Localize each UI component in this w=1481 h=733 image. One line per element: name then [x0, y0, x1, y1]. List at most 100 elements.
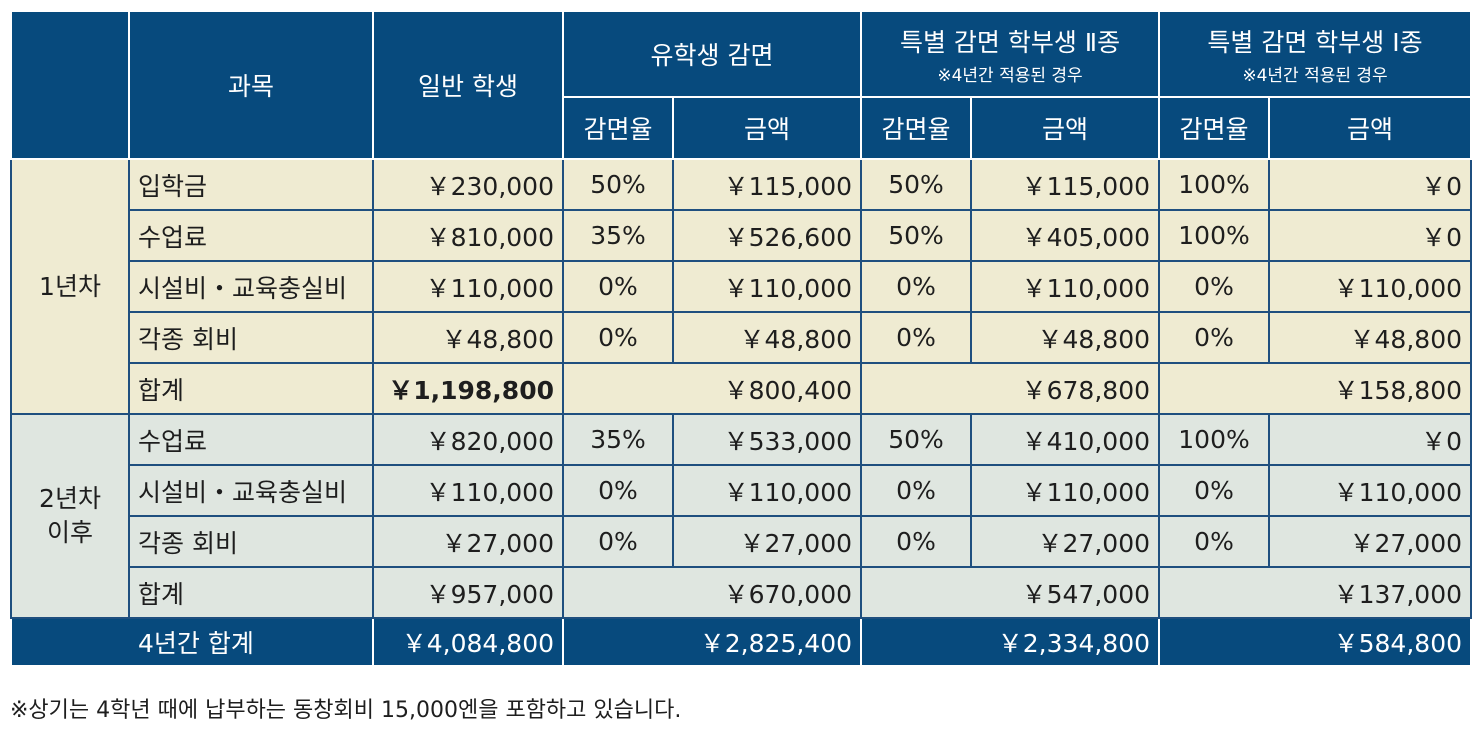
s2-amount-cell: ￥115,000 — [970, 158, 1161, 211]
general-total-cell: ￥1,198,800 — [372, 362, 564, 415]
intl-amount-cell: ￥110,000 — [671, 464, 863, 517]
four-year-total-row: 4년간 합계 ￥4,084,800 ￥2,825,400 ￥2,334,800 … — [10, 617, 1473, 667]
item-cell: 각종 회비 — [128, 311, 374, 364]
table-row: 각종 회비 ￥27,000 0% ￥27,000 0% ￥27,000 0% ￥… — [11, 515, 1473, 568]
s1-amount-cell: ￥0 — [1268, 413, 1473, 466]
item-cell: 각종 회비 — [128, 515, 374, 568]
intl-amount-cell: ￥48,800 — [671, 311, 863, 364]
s2-amount-cell: ￥410,000 — [970, 413, 1161, 466]
table-row: 1년차 입학금 ￥230,000 50% ￥115,000 50% ￥115,0… — [10, 158, 1473, 415]
intl-amount-cell: ￥27,000 — [671, 515, 863, 568]
table-row: 2년차 이후 수업료 ￥820,000 35% ￥533,000 50% ￥41… — [10, 413, 1473, 619]
four-year-total-corner — [10, 617, 130, 667]
s1-rate-cell: 0% — [1158, 260, 1271, 313]
s1-amount-cell: ￥0 — [1268, 158, 1473, 211]
four-year-total-label: 4년간 합계 — [128, 617, 374, 667]
intl-amount-cell: ￥526,600 — [671, 209, 863, 262]
fee-table: 과목 일반 학생 유학생 감면 특별 감면 학부생 Ⅱ종 ※4년간 적용된 경우… — [10, 10, 1473, 667]
header-s2-amount: 금액 — [970, 96, 1161, 160]
year2-label-line1: 2년차 — [39, 484, 101, 513]
item-cell: 수업료 — [128, 413, 374, 466]
s2-rate-cell: 50% — [860, 209, 973, 262]
header-special-2-note: ※4년간 적용된 경우 — [937, 65, 1083, 86]
header-special-1-note: ※4년간 적용된 경우 — [1242, 65, 1388, 86]
total-label: 합계 — [128, 566, 374, 619]
four-year-s1-total: ￥584,800 — [1158, 617, 1473, 667]
header-subject: 과목 — [128, 10, 374, 160]
item-cell: 시설비・교육충실비 — [128, 260, 374, 313]
fee-table-container: 과목 일반 학생 유학생 감면 특별 감면 학부생 Ⅱ종 ※4년간 적용된 경우… — [10, 10, 1473, 667]
header-row-1: 과목 일반 학생 유학생 감면 특별 감면 학부생 Ⅱ종 ※4년간 적용된 경우… — [10, 10, 1473, 160]
s2-total-cell: ￥547,000 — [860, 566, 1161, 619]
header-special-2: 특별 감면 학부생 Ⅱ종 ※4년간 적용된 경우 — [860, 10, 1161, 98]
general-amount-cell: ￥27,000 — [372, 515, 564, 568]
intl-rate-cell: 50% — [562, 158, 674, 211]
header-s2-rate: 감면율 — [860, 96, 973, 160]
general-amount-cell: ￥810,000 — [372, 209, 564, 262]
table-row: 각종 회비 ￥48,800 0% ￥48,800 0% ￥48,800 0% ￥… — [11, 311, 1473, 364]
header-general-student: 일반 학생 — [372, 10, 564, 160]
header-intl-discount: 유학생 감면 — [561, 10, 863, 98]
total-label: 합계 — [128, 362, 374, 415]
table-row: 시설비・교육충실비 ￥110,000 0% ￥110,000 0% ￥110,0… — [11, 260, 1473, 313]
s2-amount-cell: ￥110,000 — [970, 260, 1161, 313]
intl-amount-cell: ￥115,000 — [671, 158, 863, 211]
general-amount-cell: ￥110,000 — [372, 464, 564, 517]
intl-total-cell: ￥670,000 — [561, 566, 863, 619]
header-special-1: 특별 감면 학부생 Ⅰ종 ※4년간 적용된 경우 — [1158, 10, 1473, 98]
item-cell: 수업료 — [128, 209, 374, 262]
s1-rate-cell: 0% — [1158, 311, 1271, 364]
s2-amount-cell: ￥27,000 — [970, 515, 1161, 568]
s2-rate-cell: 0% — [860, 260, 973, 313]
s2-rate-cell: 0% — [860, 311, 973, 364]
year1-label: 1년차 — [10, 158, 130, 415]
s2-amount-cell: ￥405,000 — [970, 209, 1161, 262]
table-row: 수업료 ￥810,000 35% ￥526,600 50% ￥405,000 1… — [11, 209, 1473, 262]
year2-total-row: 합계 ￥957,000 ￥670,000 ￥547,000 ￥137,000 — [11, 566, 1473, 619]
year1-total-row: 합계 ￥1,198,800 ￥800,400 ￥678,800 ￥158,800 — [11, 362, 1473, 415]
s1-amount-cell: ￥110,000 — [1268, 464, 1473, 517]
intl-rate-cell: 0% — [562, 464, 674, 517]
s1-amount-cell: ￥110,000 — [1268, 260, 1473, 313]
s1-rate-cell: 0% — [1158, 464, 1271, 517]
header-special-1-title: 특별 감면 학부생 Ⅰ종 — [1207, 27, 1423, 57]
intl-rate-cell: 35% — [562, 209, 674, 262]
intl-rate-cell: 0% — [562, 515, 674, 568]
s1-rate-cell: 0% — [1158, 515, 1271, 568]
s2-total-cell: ￥678,800 — [860, 362, 1161, 415]
header-intl-rate: 감면율 — [562, 96, 674, 160]
s2-rate-cell: 0% — [860, 515, 973, 568]
general-amount-cell: ￥820,000 — [372, 413, 564, 466]
header-s1-rate: 감면율 — [1158, 96, 1271, 160]
footnote: ※상기는 4학년 때에 납부하는 동창회비 15,000엔을 포함하고 있습니다… — [10, 698, 682, 723]
year2-label: 2년차 이후 — [10, 413, 130, 619]
s1-amount-cell: ￥48,800 — [1268, 311, 1473, 364]
general-total-cell: ￥957,000 — [372, 566, 564, 619]
item-cell: 시설비・교육충실비 — [128, 464, 374, 517]
header-corner — [10, 10, 130, 160]
s2-rate-cell: 0% — [860, 464, 973, 517]
four-year-general-total: ￥4,084,800 — [372, 617, 564, 667]
header-s1-amount: 금액 — [1268, 96, 1473, 160]
intl-amount-cell: ￥110,000 — [671, 260, 863, 313]
intl-rate-cell: 0% — [562, 260, 674, 313]
s2-rate-cell: 50% — [860, 158, 973, 211]
general-amount-cell: ￥110,000 — [372, 260, 564, 313]
s2-amount-cell: ￥110,000 — [970, 464, 1161, 517]
general-amount-cell: ￥48,800 — [372, 311, 564, 364]
s1-rate-cell: 100% — [1158, 158, 1271, 211]
s1-total-cell: ￥137,000 — [1158, 566, 1473, 619]
s1-amount-cell: ￥0 — [1268, 209, 1473, 262]
header-special-2-title: 특별 감면 학부생 Ⅱ종 — [899, 27, 1121, 57]
s1-rate-cell: 100% — [1158, 413, 1271, 466]
item-cell: 입학금 — [128, 158, 374, 211]
general-amount-cell: ￥230,000 — [372, 158, 564, 211]
intl-amount-cell: ￥533,000 — [671, 413, 863, 466]
intl-rate-cell: 35% — [562, 413, 674, 466]
header-intl-amount: 금액 — [671, 96, 863, 160]
four-year-s2-total: ￥2,334,800 — [860, 617, 1161, 667]
s2-amount-cell: ￥48,800 — [970, 311, 1161, 364]
header-row-2: 감면율 금액 감면율 금액 감면율 금액 — [11, 96, 1473, 160]
s1-rate-cell: 100% — [1158, 209, 1271, 262]
s1-total-cell: ￥158,800 — [1158, 362, 1473, 415]
